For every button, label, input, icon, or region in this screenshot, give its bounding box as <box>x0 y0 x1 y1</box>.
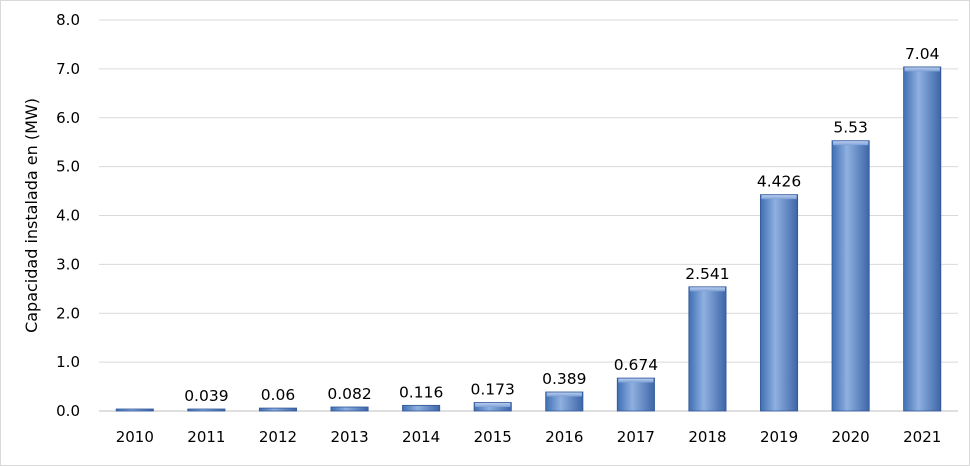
data-label-2021: 7.04 <box>905 45 940 63</box>
bar-body <box>688 286 727 412</box>
data-label-2012: 0.06 <box>261 386 296 404</box>
x-tick-label: 2014 <box>402 428 440 446</box>
bar-2017 <box>616 377 655 412</box>
bar-2013 <box>330 406 369 412</box>
data-label-2013: 0.082 <box>327 385 371 403</box>
data-label-2017: 0.674 <box>614 356 658 374</box>
y-tick-label: 4.0 <box>56 207 80 225</box>
bar-body <box>115 408 154 412</box>
y-tick-label: 3.0 <box>56 255 80 273</box>
bar-2016 <box>545 391 584 412</box>
data-label-2020: 5.53 <box>833 119 868 137</box>
x-tick-label: 2021 <box>903 428 941 446</box>
bar-2011 <box>187 408 226 412</box>
y-tick-label: 6.0 <box>56 109 80 127</box>
bar-2010 <box>115 408 154 412</box>
y-axis-label: Capacidad instalada en (MW) <box>22 98 41 333</box>
bar-body <box>616 377 655 412</box>
bar-body <box>831 140 870 412</box>
bar-top-bevel <box>904 67 940 72</box>
y-tick-label: 8.0 <box>56 11 80 29</box>
x-tick-label: 2017 <box>617 428 655 446</box>
bar-2015 <box>473 402 512 412</box>
bar-2021 <box>903 66 942 412</box>
bar-top-bevel <box>833 141 869 146</box>
bar-body <box>187 408 226 412</box>
x-tick-label: 2016 <box>545 428 583 446</box>
bar-body <box>402 404 441 412</box>
x-tick-label: 2013 <box>330 428 368 446</box>
data-label-2011: 0.039 <box>184 387 228 405</box>
x-tick-label: 2019 <box>760 428 798 446</box>
bar-top-bevel <box>618 378 654 383</box>
data-label-2019: 4.426 <box>757 173 801 191</box>
data-label-2018: 2.541 <box>685 265 729 283</box>
x-tick-label: 2012 <box>259 428 297 446</box>
y-tick-label: 1.0 <box>56 353 80 371</box>
x-axis-ticks: 2010 2011 2012 2013 2014 2015 2016 2017 2018 2019… <box>116 428 942 446</box>
bar-top-bevel <box>546 392 582 397</box>
y-tick-label: 0.0 <box>56 402 80 420</box>
bar-body <box>903 66 942 412</box>
gridlines <box>99 19 958 412</box>
bar-body <box>760 194 799 412</box>
bars <box>115 66 942 412</box>
bar-body <box>258 407 297 412</box>
bar-body <box>330 406 369 412</box>
y-tick-label: 7.0 <box>56 60 80 78</box>
x-tick-label: 2015 <box>474 428 512 446</box>
y-axis-ticks: 0.0 1.0 2.0 3.0 4.0 5.0 6.0 7.0 8.0 <box>56 11 80 420</box>
bar-top-bevel <box>689 287 726 292</box>
bar-2014 <box>402 404 441 412</box>
y-tick-label: 5.0 <box>56 158 80 176</box>
y-tick-label: 2.0 <box>56 304 80 322</box>
data-label-2014: 0.116 <box>399 383 443 401</box>
bar-2020 <box>831 140 870 412</box>
x-tick-label: 2020 <box>832 428 870 446</box>
bar-top-bevel <box>475 403 511 408</box>
x-tick-label: 2018 <box>688 428 726 446</box>
bar-top-bevel <box>761 195 797 200</box>
x-tick-label: 2010 <box>116 428 154 446</box>
data-label-2015: 0.173 <box>471 381 515 399</box>
bar-body <box>545 391 584 412</box>
x-tick-label: 2011 <box>187 428 225 446</box>
data-label-2016: 0.389 <box>542 370 586 388</box>
bar-2019 <box>760 194 799 412</box>
bar-2012 <box>258 407 297 412</box>
data-labels: 0.039 0.06 0.082 0.116 0.173 0.389 0.674 2.541 4… <box>184 45 939 405</box>
bar-2018 <box>688 286 727 412</box>
